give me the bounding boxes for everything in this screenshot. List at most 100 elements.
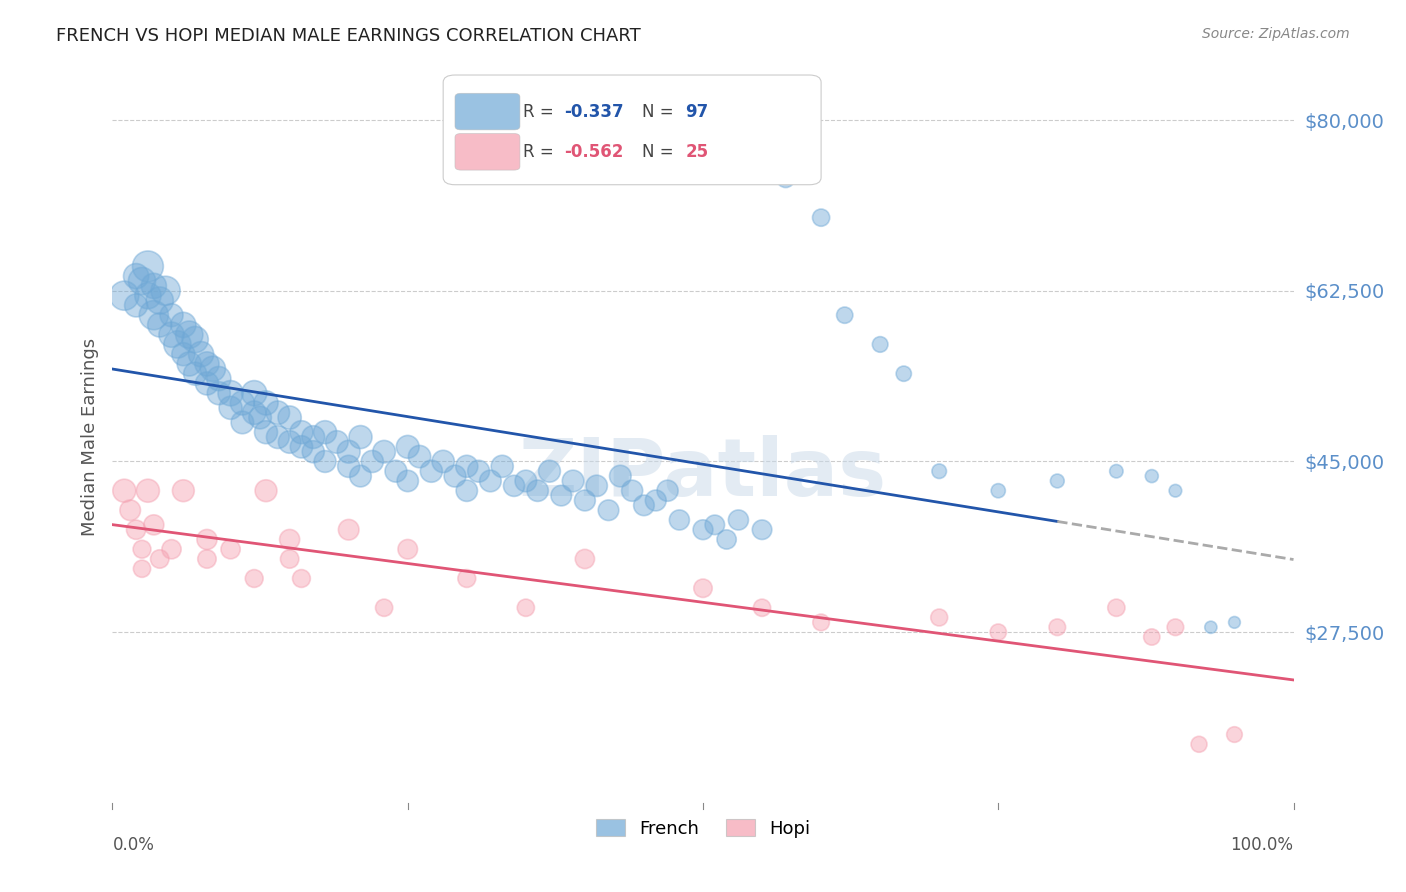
Point xyxy=(249,410,271,425)
Point xyxy=(751,600,773,615)
FancyBboxPatch shape xyxy=(443,75,821,185)
Point xyxy=(432,454,454,468)
Point xyxy=(598,503,620,517)
Point xyxy=(444,469,467,483)
Point xyxy=(456,483,478,498)
Point xyxy=(609,469,631,483)
Text: FRENCH VS HOPI MEDIAN MALE EARNINGS CORRELATION CHART: FRENCH VS HOPI MEDIAN MALE EARNINGS CORR… xyxy=(56,27,641,45)
Point xyxy=(160,542,183,557)
Point xyxy=(290,425,312,440)
Point xyxy=(585,479,607,493)
Text: N =: N = xyxy=(641,143,679,161)
Text: -0.562: -0.562 xyxy=(564,143,623,161)
Point xyxy=(337,459,360,474)
Point xyxy=(172,347,194,361)
Text: ZIPatlas: ZIPatlas xyxy=(519,434,887,513)
Point xyxy=(408,450,430,464)
Point xyxy=(120,503,142,517)
Point xyxy=(166,337,188,351)
Point xyxy=(278,434,301,449)
Point xyxy=(243,386,266,401)
Point xyxy=(621,483,644,498)
FancyBboxPatch shape xyxy=(456,94,520,130)
Point xyxy=(125,269,148,284)
Text: -0.337: -0.337 xyxy=(564,103,623,120)
Point xyxy=(155,284,177,298)
Point xyxy=(172,318,194,332)
Point xyxy=(131,562,153,576)
Point xyxy=(302,444,325,458)
Point xyxy=(550,489,572,503)
Point xyxy=(142,517,165,532)
Point xyxy=(515,474,537,488)
Point xyxy=(987,483,1010,498)
Point xyxy=(219,401,242,415)
Point xyxy=(349,469,371,483)
Point xyxy=(1188,737,1211,751)
Point xyxy=(267,406,290,420)
Text: 100.0%: 100.0% xyxy=(1230,836,1294,854)
Point xyxy=(396,440,419,454)
Point xyxy=(1223,615,1246,630)
Point xyxy=(136,260,159,274)
Point xyxy=(195,552,218,566)
Point xyxy=(314,425,336,440)
Point xyxy=(160,327,183,342)
Point xyxy=(219,542,242,557)
Point xyxy=(1140,630,1163,644)
Point xyxy=(928,610,950,624)
Point xyxy=(467,464,489,478)
Point xyxy=(278,410,301,425)
Point xyxy=(112,483,135,498)
Point xyxy=(278,533,301,547)
FancyBboxPatch shape xyxy=(456,134,520,170)
Point xyxy=(562,474,585,488)
Point xyxy=(267,430,290,444)
Point xyxy=(810,211,832,225)
Point xyxy=(195,376,218,391)
Point xyxy=(172,483,194,498)
Point xyxy=(1105,464,1128,478)
Point xyxy=(456,572,478,586)
Text: R =: R = xyxy=(523,103,560,120)
Text: 97: 97 xyxy=(685,103,709,120)
Point xyxy=(142,279,165,293)
Point xyxy=(834,308,856,322)
Point xyxy=(668,513,690,527)
Point xyxy=(1164,620,1187,634)
Point xyxy=(703,517,725,532)
Legend: French, Hopi: French, Hopi xyxy=(588,812,818,845)
Point xyxy=(160,308,183,322)
Point xyxy=(254,483,277,498)
Point xyxy=(869,337,891,351)
Text: R =: R = xyxy=(523,143,560,161)
Point xyxy=(125,523,148,537)
Point xyxy=(179,327,201,342)
Point xyxy=(1199,620,1222,634)
Text: 0.0%: 0.0% xyxy=(112,836,155,854)
Point xyxy=(195,533,218,547)
Point xyxy=(219,386,242,401)
Point xyxy=(243,406,266,420)
Point xyxy=(1223,727,1246,741)
Point xyxy=(1140,469,1163,483)
Text: N =: N = xyxy=(641,103,679,120)
Point xyxy=(491,459,513,474)
Point xyxy=(574,493,596,508)
Point xyxy=(574,552,596,566)
Point xyxy=(149,293,172,308)
Point xyxy=(302,430,325,444)
Point xyxy=(420,464,443,478)
Point xyxy=(1105,600,1128,615)
Point xyxy=(644,493,666,508)
Point xyxy=(278,552,301,566)
Point xyxy=(208,386,231,401)
Point xyxy=(751,523,773,537)
Point xyxy=(1164,483,1187,498)
Point xyxy=(184,333,207,347)
Point xyxy=(136,288,159,302)
Point xyxy=(142,308,165,322)
Point xyxy=(385,464,408,478)
Point xyxy=(337,523,360,537)
Point xyxy=(290,440,312,454)
